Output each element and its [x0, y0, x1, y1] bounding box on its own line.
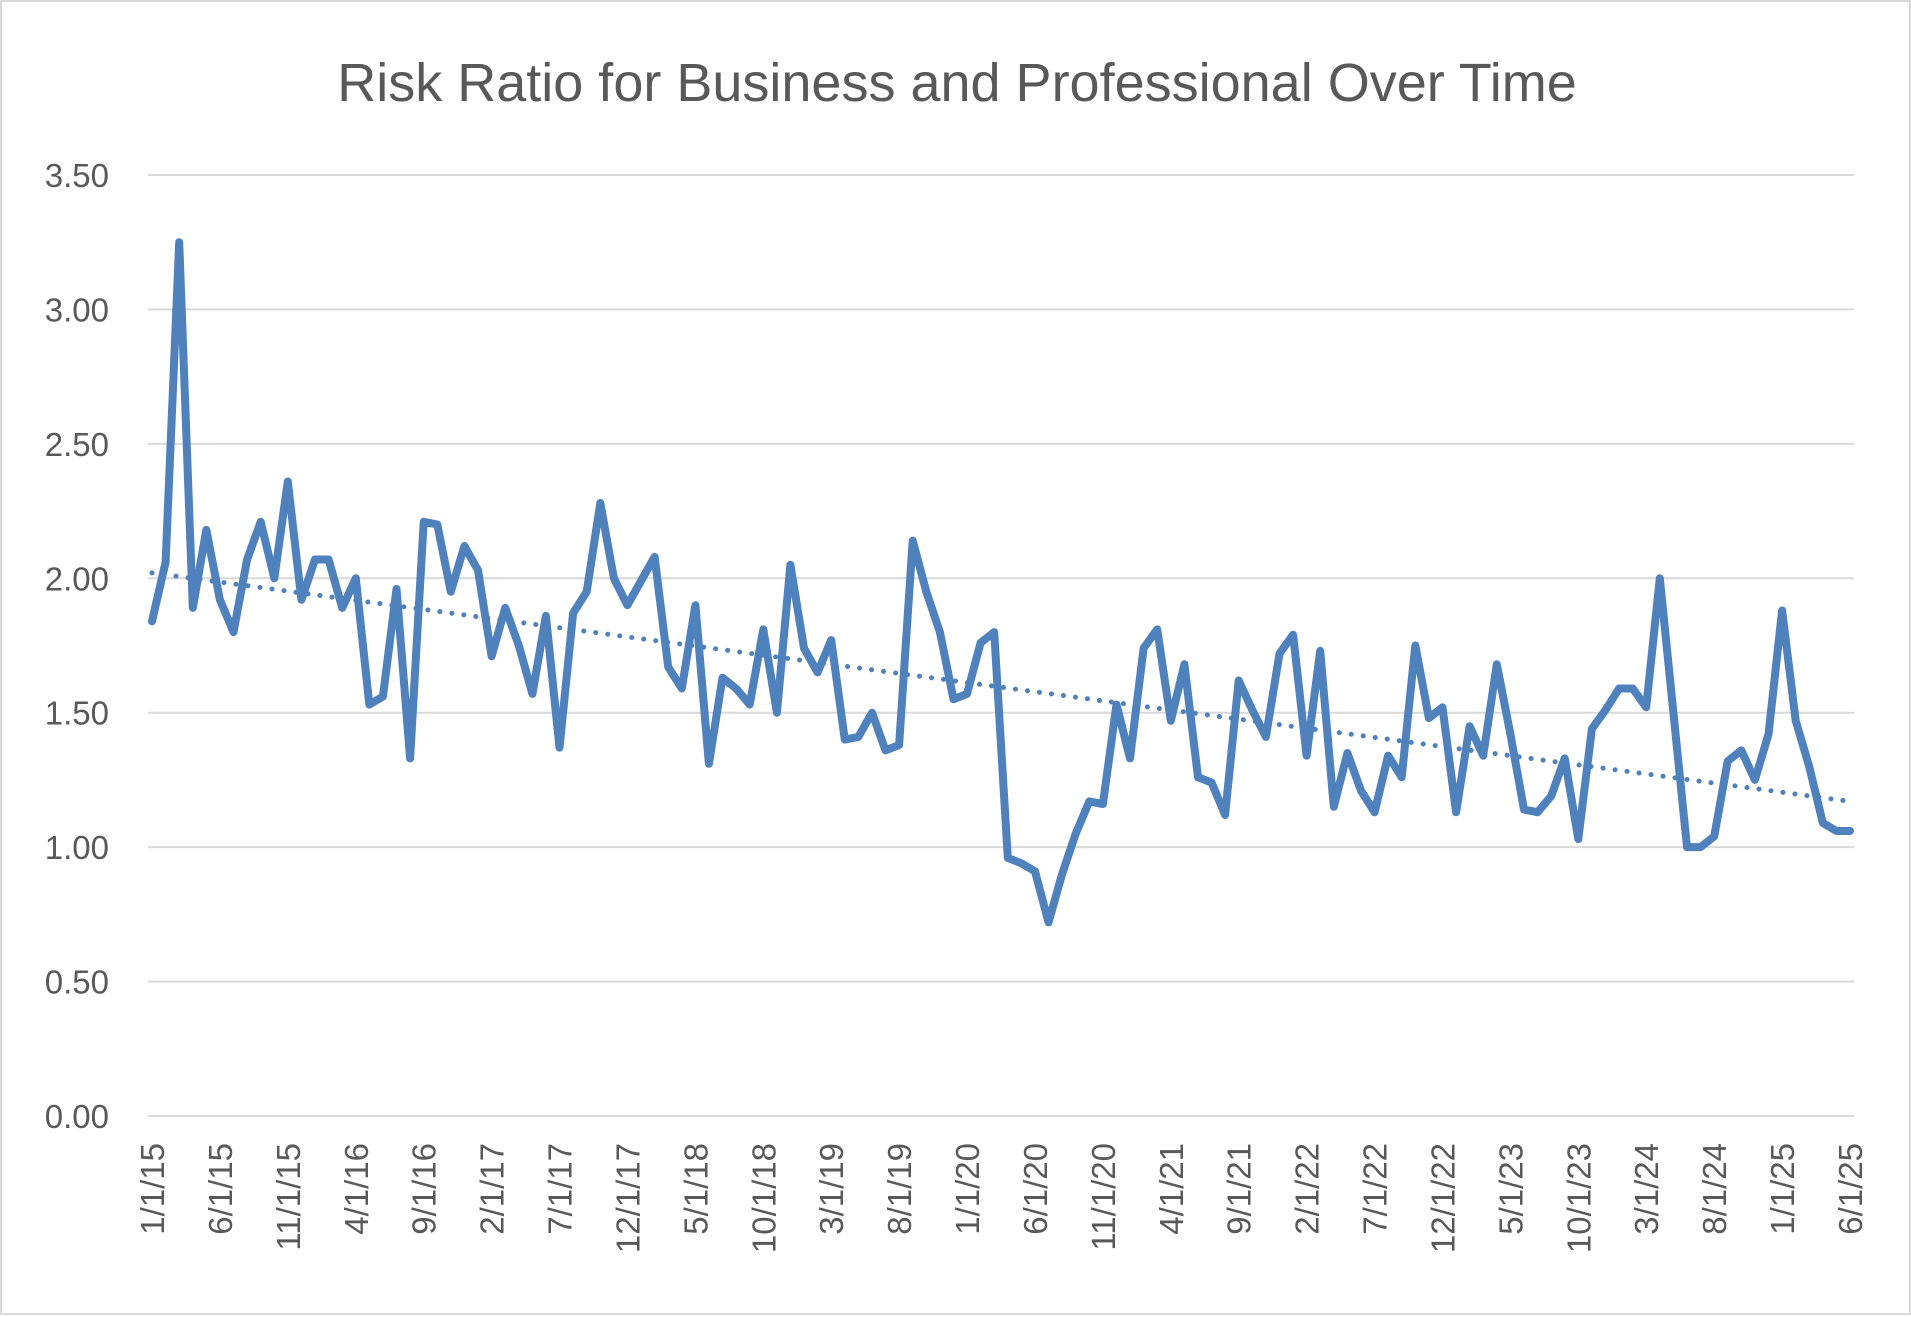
x-tick-label: 7/1/17: [542, 1143, 579, 1235]
y-tick-label: 2.00: [45, 560, 109, 597]
y-tick-label: 3.00: [45, 291, 109, 328]
x-tick-label: 4/1/16: [338, 1143, 375, 1235]
y-tick-label: 0.50: [45, 964, 109, 1001]
x-tick-label: 2/1/22: [1289, 1143, 1326, 1235]
x-tick-label: 7/1/22: [1357, 1143, 1394, 1235]
x-tick-label: 1/1/25: [1764, 1143, 1801, 1235]
chart-title: Risk Ratio for Business and Professional…: [337, 53, 1577, 113]
x-tick-label: 1/1/15: [134, 1143, 171, 1235]
x-tick-label: 9/1/16: [406, 1143, 443, 1235]
x-tick-label: 6/1/20: [1017, 1143, 1054, 1235]
x-tick-label: 1/1/20: [949, 1143, 986, 1235]
x-axis-tick-labels: 1/1/15 6/1/15 11/1/15 4/1/16 9/1/16 2/1/17 7/1…: [134, 1143, 1869, 1253]
x-tick-label: 8/1/19: [881, 1143, 918, 1235]
x-tick-label: 8/1/24: [1696, 1143, 1733, 1235]
x-tick-label: 3/1/19: [813, 1143, 850, 1235]
x-tick-label: 2/1/17: [474, 1143, 511, 1235]
x-tick-label: 4/1/21: [1153, 1143, 1190, 1235]
x-tick-label: 5/1/23: [1492, 1143, 1529, 1235]
y-tick-label: 0.00: [45, 1098, 109, 1135]
y-tick-label: 3.50: [45, 157, 109, 194]
y-tick-label: 2.50: [45, 426, 109, 463]
gridlines: [148, 174, 1854, 1117]
x-tick-label: 10/1/18: [745, 1143, 782, 1253]
x-tick-label: 3/1/24: [1628, 1143, 1665, 1235]
y-tick-label: 1.00: [45, 829, 109, 866]
x-tick-label: 10/1/23: [1560, 1143, 1597, 1253]
x-tick-label: 12/1/17: [609, 1143, 646, 1253]
y-tick-label: 1.50: [45, 695, 109, 732]
x-tick-label: 9/1/21: [1221, 1143, 1258, 1235]
series-line: [148, 238, 1854, 927]
x-tick-label: 6/1/25: [1832, 1143, 1869, 1235]
x-tick-label: 6/1/15: [202, 1143, 239, 1235]
x-tick-label: 12/1/22: [1424, 1143, 1461, 1253]
x-tick-label: 5/1/18: [677, 1143, 714, 1235]
x-tick-label: 11/1/20: [1085, 1143, 1122, 1251]
x-tick-label: 11/1/15: [270, 1143, 307, 1251]
y-axis-tick-labels: 0.00 0.50 1.00 1.50 2.00 2.50 3.00 3.50: [45, 157, 109, 1135]
